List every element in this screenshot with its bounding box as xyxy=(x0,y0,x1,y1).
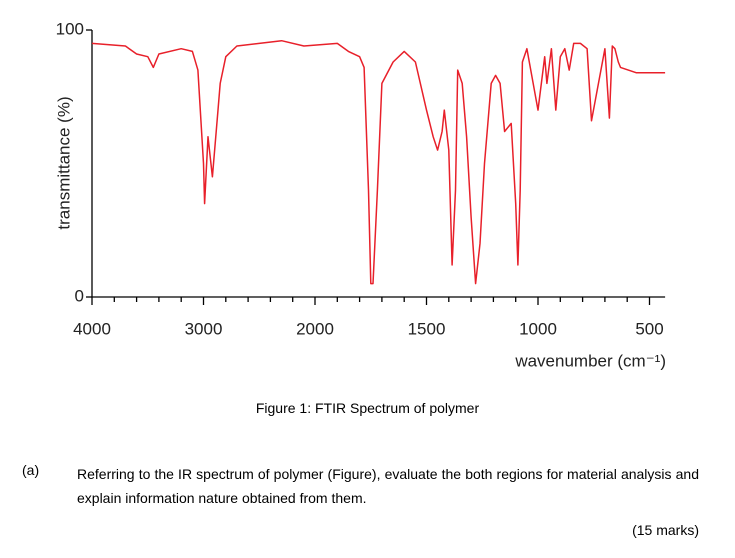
x-tick-label: 1000 xyxy=(519,319,557,338)
y-tick-label: 100 xyxy=(56,19,84,38)
question-label: (a) xyxy=(22,462,40,478)
y-axis-label: transmittance (%) xyxy=(54,96,73,229)
x-tick-label: 2000 xyxy=(296,319,334,338)
figure-caption: Figure 1: FTIR Spectrum of polymer xyxy=(255,400,480,416)
question-text: Referring to the IR spectrum of polymer … xyxy=(77,466,699,506)
chart: transmittance (%) wavenumber (cm⁻¹) 0 100… xyxy=(54,19,666,370)
spectrum-line xyxy=(91,39,666,285)
y-tick-label: 0 xyxy=(75,286,84,305)
x-tick-label: 4000 xyxy=(73,319,111,338)
x-tick-label: 500 xyxy=(635,319,663,338)
x-tick-label: 1500 xyxy=(408,319,446,338)
x-axis-label: wavenumber (cm⁻¹) xyxy=(514,351,666,370)
question-marks: (15 marks) xyxy=(632,522,699,538)
x-tick-label: 3000 xyxy=(185,319,223,338)
